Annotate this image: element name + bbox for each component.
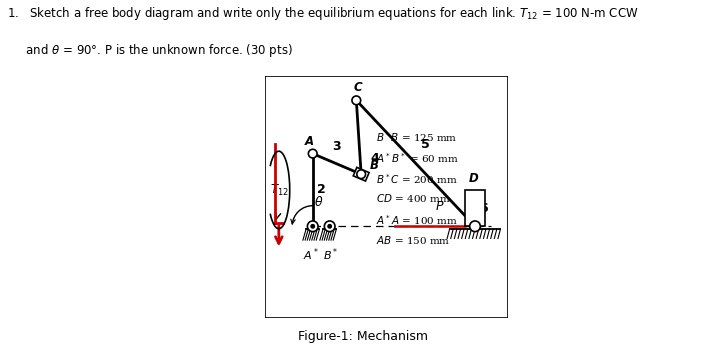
Text: Figure-1: Mechanism: Figure-1: Mechanism <box>298 329 428 343</box>
Circle shape <box>325 221 335 231</box>
Circle shape <box>356 170 365 179</box>
Text: $A^*A$ = 100 mm: $A^*A$ = 100 mm <box>375 213 457 227</box>
Circle shape <box>309 149 317 158</box>
Circle shape <box>311 225 314 228</box>
Text: 4: 4 <box>370 152 379 165</box>
Circle shape <box>352 96 361 105</box>
Text: 2: 2 <box>317 183 326 197</box>
Text: $B^*C$ = 200 mm: $B^*C$ = 200 mm <box>375 172 457 185</box>
Text: $B^*$: $B^*$ <box>323 247 338 263</box>
Circle shape <box>307 221 318 231</box>
Text: 6: 6 <box>479 202 488 215</box>
Bar <box>465 190 485 226</box>
Text: $A^*B^*$ = 60 mm: $A^*B^*$ = 60 mm <box>375 151 459 165</box>
Text: $\theta$: $\theta$ <box>314 195 324 209</box>
Text: $CD$ = 400 mm: $CD$ = 400 mm <box>375 192 451 204</box>
Polygon shape <box>354 167 369 181</box>
Text: 5: 5 <box>421 138 430 151</box>
Text: $A^*$: $A^*$ <box>303 247 319 263</box>
Text: $AB$ = 150 mm: $AB$ = 150 mm <box>375 234 450 246</box>
Circle shape <box>470 221 481 231</box>
Text: $P$: $P$ <box>435 200 444 213</box>
Text: 3: 3 <box>333 140 341 153</box>
Text: C: C <box>354 81 362 94</box>
Text: and $\theta$ = 90°. P is the unknown force. (30 pts): and $\theta$ = 90°. P is the unknown for… <box>7 42 293 58</box>
Text: B: B <box>370 159 379 172</box>
Text: 1.   Sketch a free body diagram and write only the equilibrium equations for eac: 1. Sketch a free body diagram and write … <box>7 5 639 22</box>
Text: A: A <box>304 135 314 147</box>
Text: $T_{12}$: $T_{12}$ <box>270 182 289 198</box>
Text: D: D <box>469 172 478 185</box>
Text: $B^*B$ = 125 mm: $B^*B$ = 125 mm <box>375 131 457 144</box>
Circle shape <box>328 225 332 228</box>
